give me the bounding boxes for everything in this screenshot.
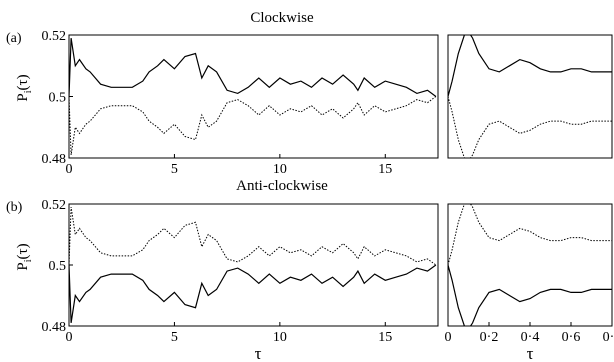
y-tick-label: 0.5	[49, 91, 67, 106]
dotted-series-line	[448, 96, 612, 158]
panel-a-ylabel: Pi(τ)	[15, 74, 34, 101]
svg-text:Pi(τ): Pi(τ)	[15, 74, 34, 101]
x-tick-label: 0·6	[562, 330, 581, 345]
x-tick-label: 0	[66, 162, 73, 177]
y-tick-label: 0.52	[42, 29, 67, 44]
solid-series-line	[448, 35, 612, 97]
panel-b-xlabel: τ	[255, 344, 262, 362]
panel-a: Clockwise (a) Pi(τ) 0.48 0.5 0.52 0 5 10 15	[6, 10, 439, 177]
svg-text:Pi(τ): Pi(τ)	[15, 243, 34, 270]
axes-frame	[68, 203, 439, 327]
x-tick-label: 0	[445, 330, 452, 345]
solid-series-line	[69, 38, 437, 97]
panel-b: Anti-clockwise (b) Pi(τ) τ 0.48 0.5 0.52 0 5…	[6, 178, 439, 362]
panel-b-title: Anti-clockwise	[236, 178, 328, 194]
panel-a-inset	[447, 34, 613, 159]
y-tick-label: 0.52	[42, 198, 67, 213]
solid-series-line	[448, 264, 612, 326]
x-tick-label: 5	[171, 162, 178, 177]
panel-b-inset-xlabel: τ	[527, 344, 534, 362]
ylabel-subscript: i	[23, 90, 34, 93]
panel-a-label: (a)	[6, 31, 22, 46]
panel-b-label: (b)	[6, 200, 23, 215]
x-tick-label: 5	[171, 330, 178, 345]
x-tick-label: 15	[378, 330, 392, 345]
x-tick-label: 15	[378, 162, 392, 177]
dotted-series-line	[448, 204, 612, 266]
dotted-series-line	[69, 96, 437, 155]
y-tick-label: 0.48	[42, 152, 67, 167]
x-tick-label: 10	[273, 330, 287, 345]
x-tick-label: 0·8	[603, 330, 614, 345]
x-tick-label: 0	[66, 330, 73, 345]
y-tick-label: 0.5	[49, 259, 67, 274]
x-tick-label: 0·4	[521, 330, 540, 345]
solid-series-line	[69, 264, 437, 323]
ylabel-subscript: i	[23, 259, 34, 262]
x-tick-label: 10	[273, 162, 287, 177]
x-tick-label: 0·2	[480, 330, 499, 345]
dotted-series-line	[69, 207, 437, 266]
panel-a-title: Clockwise	[250, 10, 314, 26]
panel-b-inset: τ 0 0·2 0·4 0·6 0·8	[445, 203, 614, 362]
axes-frame	[447, 203, 613, 327]
axes-frame	[447, 34, 613, 159]
axes-frame	[68, 34, 439, 159]
y-tick-label: 0.48	[42, 320, 67, 335]
panel-b-ylabel: Pi(τ)	[15, 243, 34, 270]
